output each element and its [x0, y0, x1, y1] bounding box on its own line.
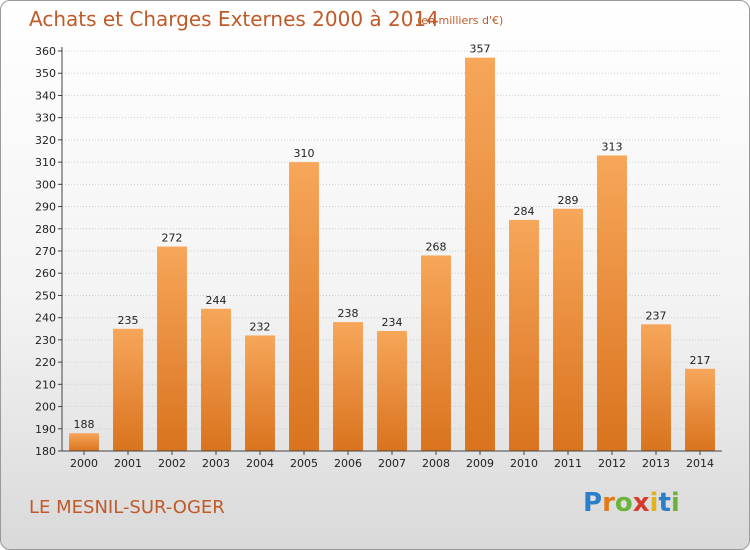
- bar: [201, 308, 231, 451]
- data-label: 217: [690, 354, 711, 367]
- commune-name: LE MESNIL-SUR-OGER: [29, 497, 225, 518]
- data-label: 289: [558, 194, 579, 207]
- y-tick-label: 180: [35, 445, 56, 458]
- x-tick-label: 2002: [158, 457, 186, 470]
- data-label: 188: [74, 418, 95, 431]
- x-tick-label: 2008: [422, 457, 450, 470]
- bar: [421, 255, 451, 451]
- x-tick-label: 2011: [554, 457, 582, 470]
- logo-letter: o: [614, 488, 633, 518]
- y-tick-label: 260: [35, 267, 56, 280]
- bar: [157, 246, 187, 451]
- y-tick-label: 240: [35, 312, 56, 325]
- data-label: 268: [426, 240, 447, 253]
- bar: [377, 331, 407, 451]
- y-tick-label: 350: [35, 67, 56, 80]
- logo-letter: r: [602, 488, 615, 518]
- data-label: 235: [118, 314, 139, 327]
- bar: [641, 324, 671, 451]
- y-tick-label: 230: [35, 334, 56, 347]
- x-tick-label: 2010: [510, 457, 538, 470]
- x-tick-label: 2014: [686, 457, 714, 470]
- data-label: 234: [382, 316, 403, 329]
- y-tick-label: 200: [35, 401, 56, 414]
- y-tick-label: 270: [35, 245, 56, 258]
- y-tick-label: 190: [35, 423, 56, 436]
- data-label: 232: [250, 320, 271, 333]
- data-label: 238: [338, 307, 359, 320]
- bar: [245, 335, 275, 451]
- y-tick-label: 360: [35, 45, 56, 58]
- x-tick-label: 2003: [202, 457, 230, 470]
- bar: [465, 57, 495, 452]
- bar: [553, 208, 583, 451]
- bar: [113, 328, 143, 451]
- x-tick-label: 2007: [378, 457, 406, 470]
- logo-letter: i: [670, 488, 680, 518]
- y-tick-label: 310: [35, 156, 56, 169]
- bar: [333, 322, 363, 451]
- y-tick-label: 340: [35, 89, 56, 102]
- data-label: 313: [602, 140, 623, 153]
- x-tick-label: 2005: [290, 457, 318, 470]
- y-tick-label: 210: [35, 378, 56, 391]
- x-tick-label: 2004: [246, 457, 274, 470]
- y-tick-label: 280: [35, 223, 56, 236]
- y-tick-label: 290: [35, 201, 56, 214]
- logo-letter: i: [649, 488, 659, 518]
- bar: [685, 368, 715, 451]
- x-tick-label: 2012: [598, 457, 626, 470]
- data-label: 237: [646, 309, 667, 322]
- x-tick-label: 2006: [334, 457, 362, 470]
- y-tick-label: 320: [35, 134, 56, 147]
- x-tick-label: 2013: [642, 457, 670, 470]
- data-label: 310: [294, 147, 315, 160]
- data-label: 284: [514, 205, 535, 218]
- x-tick-label: 2000: [70, 457, 98, 470]
- logo-letter: x: [632, 488, 650, 518]
- chart-title: Achats et Charges Externes 2000 à 2014: [29, 7, 439, 31]
- y-tick-label: 250: [35, 289, 56, 302]
- y-tick-label: 220: [35, 356, 56, 369]
- data-label: 357: [470, 43, 491, 56]
- logo-letter: P: [583, 488, 603, 518]
- y-tick-label: 300: [35, 178, 56, 191]
- bar: [509, 219, 539, 451]
- y-tick-label: 330: [35, 112, 56, 125]
- data-label: 272: [162, 232, 183, 245]
- logo-letter: t: [658, 488, 671, 518]
- bar: [289, 162, 319, 451]
- data-label: 244: [206, 294, 227, 307]
- x-tick-label: 2001: [114, 457, 142, 470]
- x-tick-label: 2009: [466, 457, 494, 470]
- bar: [597, 155, 627, 451]
- proxiti-logo[interactable]: Proxiti: [583, 488, 680, 518]
- bar: [69, 433, 99, 451]
- chart-subtitle: (en milliers d'€): [417, 14, 504, 27]
